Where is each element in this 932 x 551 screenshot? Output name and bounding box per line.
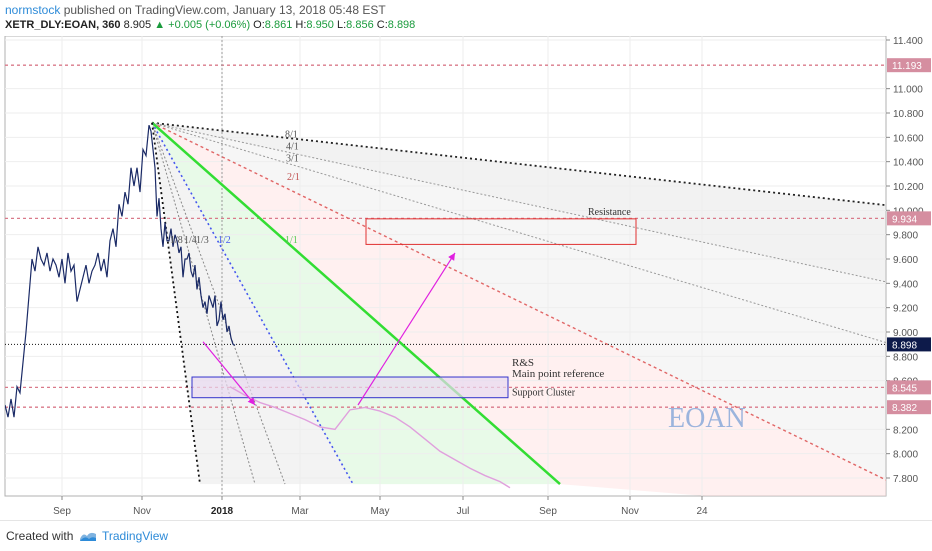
high-value: 8.950 xyxy=(306,19,334,31)
x-tick-label: 2018 xyxy=(211,506,234,517)
fan-label-1-2: 1/2 xyxy=(218,235,231,246)
x-tick-label: Mar xyxy=(291,506,309,517)
tradingview-brand[interactable]: TradingView xyxy=(102,529,169,543)
price-badge-label[interactable]: 8.898 xyxy=(892,340,917,351)
fan-line-1-3[interactable] xyxy=(151,122,286,485)
y-tick-label: 10.600 xyxy=(893,133,924,144)
low-label: L: xyxy=(336,19,347,31)
footer: Created with TradingView xyxy=(0,520,932,551)
projection-curve[interactable] xyxy=(229,386,511,489)
x-tick-label: Jul xyxy=(457,506,470,517)
price-change: +0.005 (+0.06%) xyxy=(168,19,251,31)
y-tick-label: 8.000 xyxy=(893,450,918,461)
price-badge-bg[interactable] xyxy=(887,400,931,415)
y-tick-label: 9.400 xyxy=(893,279,918,290)
fan-label-4-1: 4/1 xyxy=(286,142,299,153)
price-badge-label[interactable]: 8.382 xyxy=(892,403,917,414)
fan-line-1-4[interactable] xyxy=(151,122,256,485)
x-tick-label: 24 xyxy=(696,506,708,517)
y-tick-label: 10.800 xyxy=(893,109,924,120)
x-tick-label: Nov xyxy=(621,506,639,517)
open-label: O: xyxy=(253,19,265,31)
resistance-box-label: Resistance xyxy=(588,207,631,218)
high-label: H: xyxy=(295,19,307,31)
y-tick-label: 9.800 xyxy=(893,231,918,242)
y-tick-label: 7.800 xyxy=(893,474,918,485)
annotation-text: R&S xyxy=(512,357,534,369)
x-tick-label: Sep xyxy=(53,506,71,517)
symbol-label[interactable]: XETR_DLY:EOAN, 360 xyxy=(5,19,121,31)
created-with-text: Created with xyxy=(6,529,74,543)
last-price: 8.905 xyxy=(123,19,152,31)
close-value: 8.898 xyxy=(387,19,416,31)
open-value: 8.861 xyxy=(264,19,293,31)
y-tick-label: 10.200 xyxy=(893,182,924,193)
publish-line: normstock published on TradingView.com, … xyxy=(5,3,386,17)
fan-line-8-1[interactable] xyxy=(151,121,932,211)
fan-line-2-1[interactable] xyxy=(151,122,932,503)
y-tick-label: 9.200 xyxy=(893,304,918,315)
ohlc-line: XETR_DLY:EOAN, 360 8.905 ▲ +0.005 (+0.06… xyxy=(5,19,415,31)
fan-label-1-4: 1/4 xyxy=(184,235,197,246)
price-line[interactable] xyxy=(5,124,236,418)
support-box[interactable] xyxy=(191,376,509,399)
y-tick-label: 8.800 xyxy=(893,352,918,363)
y-tick-label: 8.200 xyxy=(893,425,918,436)
price-chart[interactable]: 8/1 4/13/1 2/1 1/1 1/2 1/31/41/8 Resistance Sup… xyxy=(0,36,932,520)
y-tick-label: 9.000 xyxy=(893,328,918,339)
projection-arrow[interactable] xyxy=(357,252,456,406)
price-badge-label[interactable]: 11.193 xyxy=(892,61,922,72)
price-badge-label[interactable]: 8.545 xyxy=(892,383,917,394)
up-arrow-icon: ▲ xyxy=(154,19,166,31)
fan-label-1-8: 1/8 xyxy=(170,235,183,246)
eoan-watermark: EOAN xyxy=(668,403,746,434)
fan-line-1-2[interactable] xyxy=(151,122,354,485)
support-box-label: Support Cluster xyxy=(512,387,576,398)
fan-line-1-8[interactable] xyxy=(151,122,201,485)
y-tick-label: 11.000 xyxy=(893,85,923,96)
fan-fill-8-4 xyxy=(152,122,886,282)
price-badge-bg[interactable] xyxy=(887,58,931,73)
author-link[interactable]: normstock xyxy=(5,3,61,17)
tradingview-logo-icon[interactable] xyxy=(78,529,98,543)
y-tick-label: 11.400 xyxy=(893,36,923,47)
x-tick-label: May xyxy=(371,506,390,517)
price-badge-bg[interactable] xyxy=(887,380,931,395)
price-badge-bg[interactable] xyxy=(887,211,931,226)
x-tick-label: Sep xyxy=(539,506,557,517)
plot-layer: 8/1 4/13/1 2/1 1/1 1/2 1/31/41/8 Resistance Sup… xyxy=(5,36,932,503)
x-tick-label: Nov xyxy=(133,506,151,517)
fan-label-3-1: 3/1 xyxy=(286,154,299,165)
close-label: C: xyxy=(376,19,388,31)
price-badge-label[interactable]: 9.934 xyxy=(892,214,917,225)
publish-text: published on TradingView.com, January 13… xyxy=(60,3,386,17)
fan-line-1-1[interactable] xyxy=(151,121,561,486)
annotation-text: Main point reference xyxy=(512,368,604,380)
fan-label-1-1: 1/1 xyxy=(285,235,298,246)
y-tick-label: 10.400 xyxy=(893,158,924,169)
resistance-box[interactable] xyxy=(365,218,637,245)
chart-header: normstock published on TradingView.com, … xyxy=(0,0,932,36)
fan-label-1-3: 1/3 xyxy=(196,235,209,246)
projection-arrow[interactable] xyxy=(202,341,256,406)
fan-label-2-1: 2/1 xyxy=(287,172,300,183)
fan-label-8-1: 8/1 xyxy=(285,129,298,140)
price-badge-bg[interactable] xyxy=(887,337,931,352)
low-value: 8.856 xyxy=(346,19,374,31)
fan-line-4-1[interactable] xyxy=(151,122,932,292)
y-tick-label: 9.600 xyxy=(893,255,918,266)
